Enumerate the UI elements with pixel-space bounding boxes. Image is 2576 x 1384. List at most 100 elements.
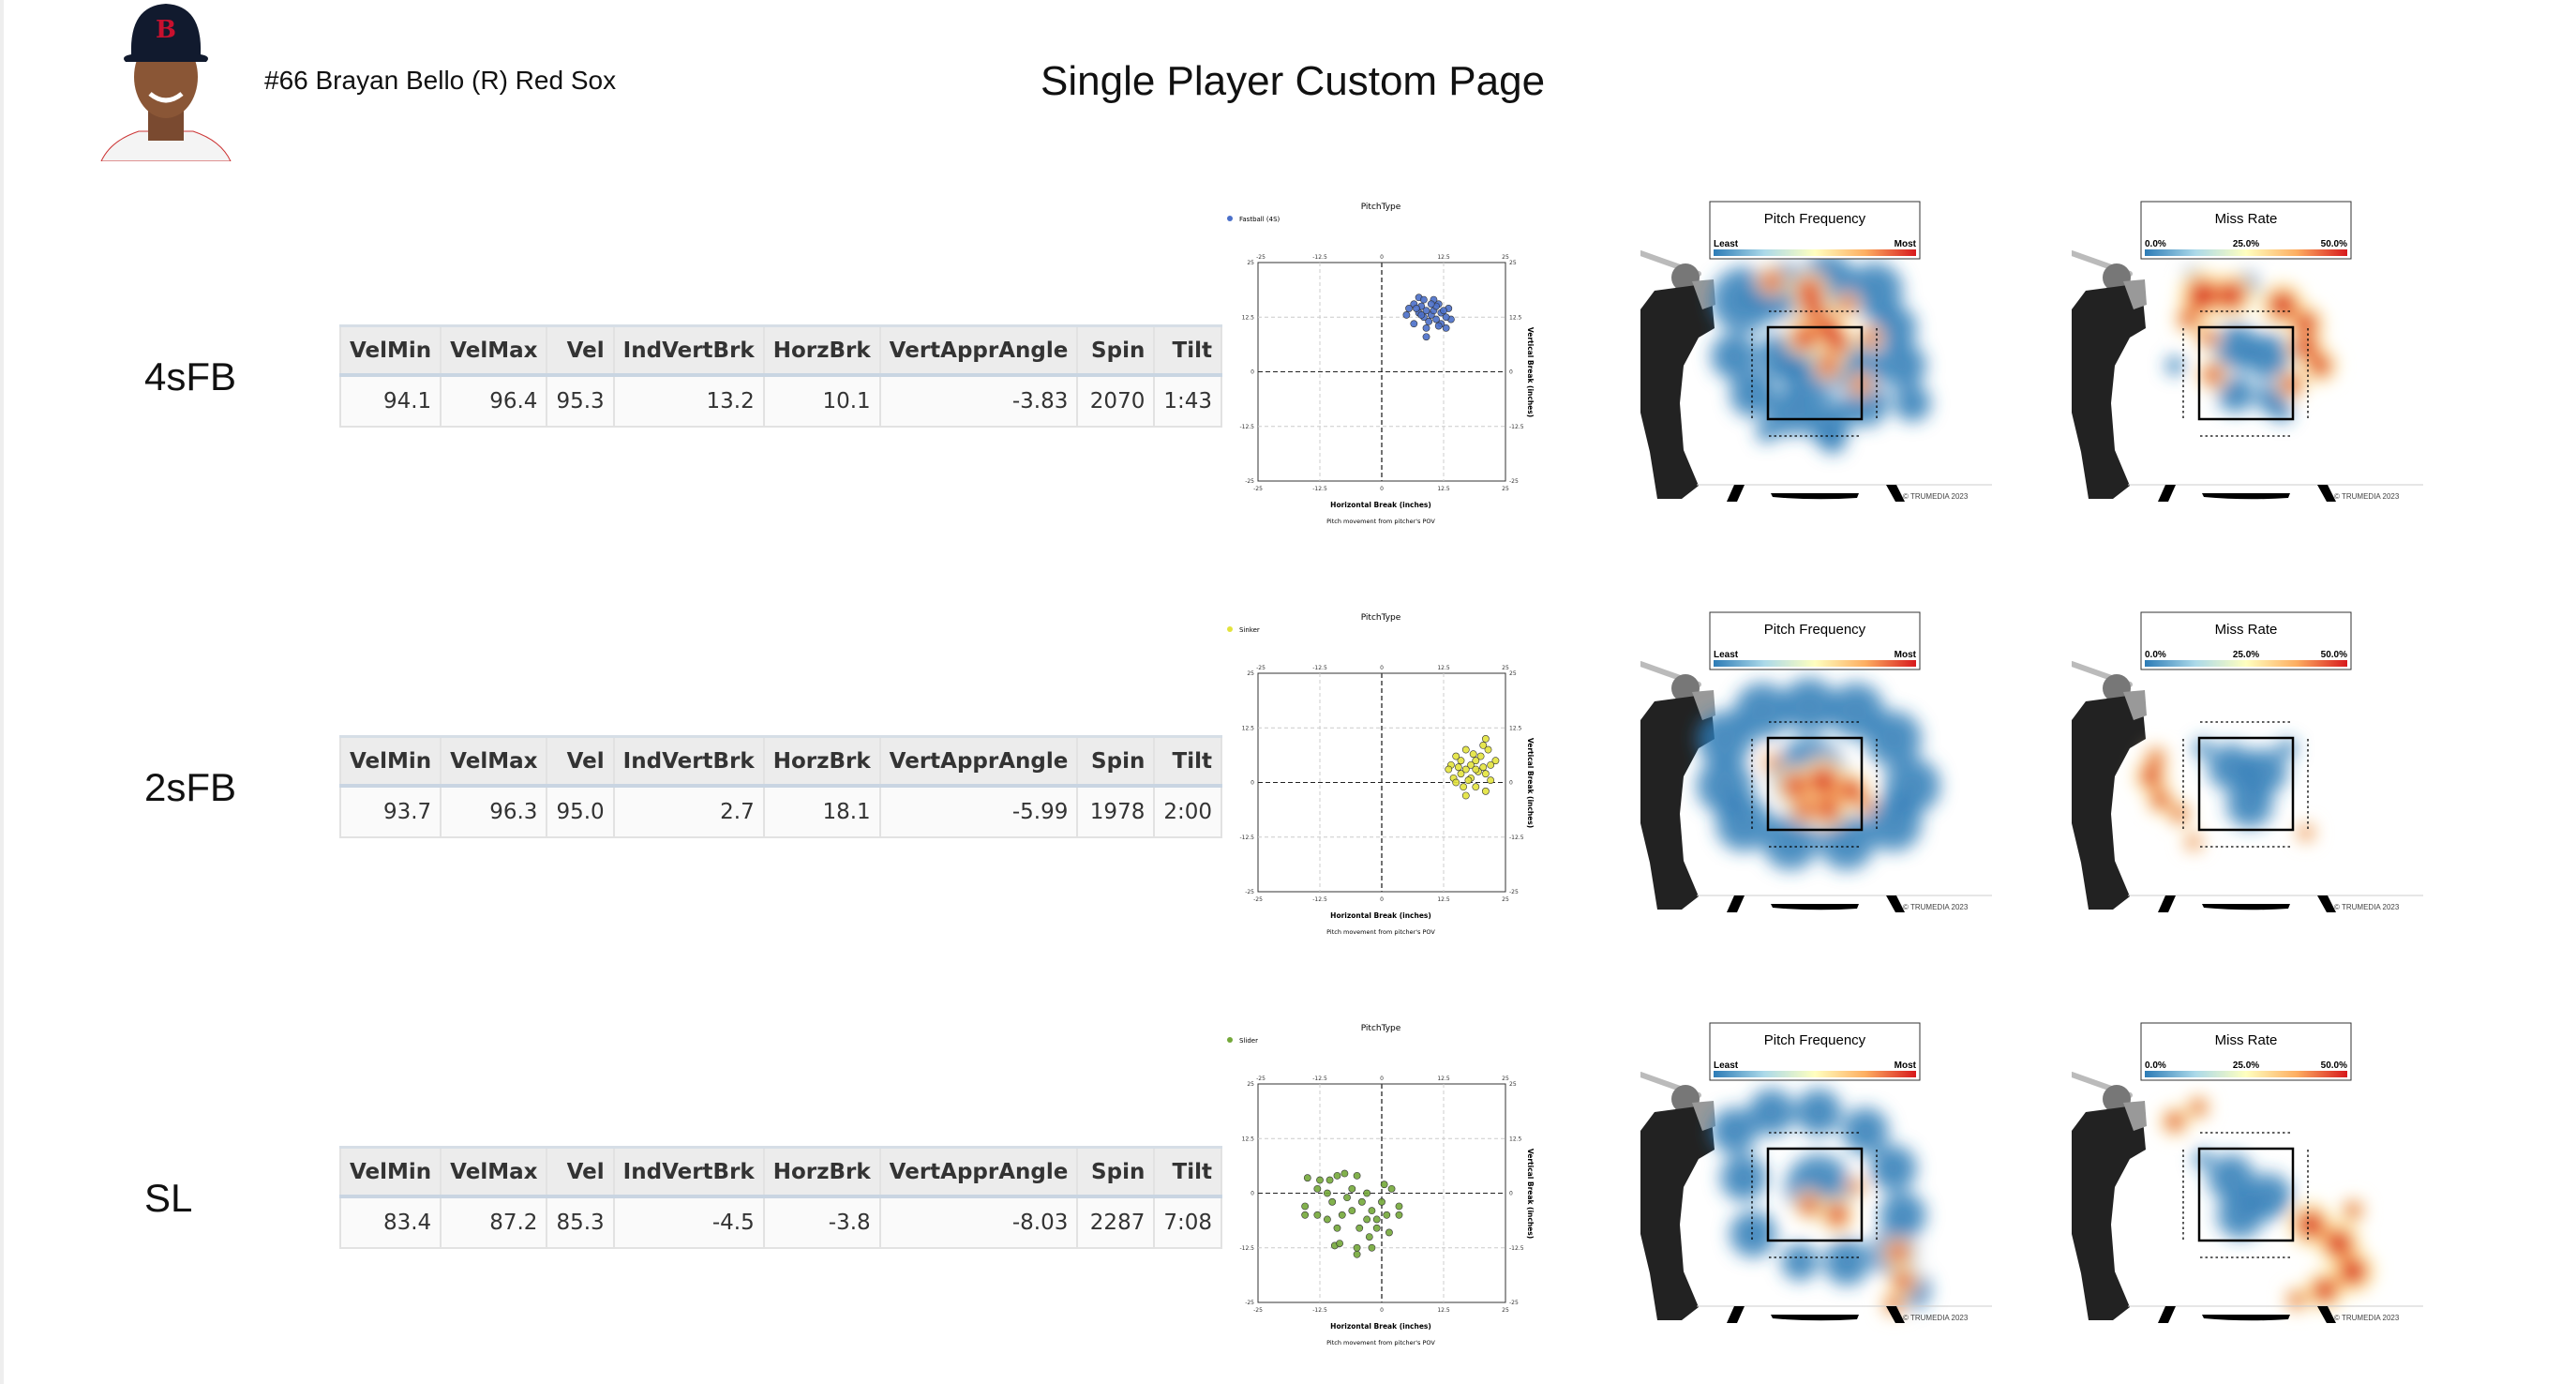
column-header[interactable]: Vel: [546, 735, 615, 788]
heat-density: [2134, 739, 2316, 852]
column-header[interactable]: VertApprAngle: [878, 735, 1079, 788]
column-header[interactable]: IndVertBrk: [612, 1146, 765, 1198]
x-tick-top: -25: [1256, 665, 1266, 671]
color-scale-bar: [1714, 1071, 1916, 1077]
data-point: [1461, 791, 1470, 800]
legend-label[interactable]: Fastball (4S): [1239, 216, 1281, 223]
column-header[interactable]: IndVertBrk: [612, 324, 765, 377]
column-header[interactable]: VelMax: [440, 735, 548, 788]
data-point: [1472, 757, 1480, 765]
data-point: [1380, 1181, 1388, 1189]
column-header[interactable]: Spin: [1076, 1146, 1156, 1198]
x-tick-bottom: -25: [1253, 896, 1263, 903]
data-point: [1461, 765, 1470, 774]
table-cell: 2287: [1076, 1196, 1156, 1249]
data-point: [1440, 307, 1447, 315]
y-tick-right: 12.5: [1509, 314, 1522, 321]
table-cell: 2.7: [612, 785, 765, 838]
column-header[interactable]: Tilt: [1153, 735, 1222, 788]
player-photo: B: [100, 4, 232, 161]
pitch-row: SL VelMin VelMax Vel IndVertBrk HorzBrk VertA…: [0, 821, 2576, 1346]
table-cell: 93.7: [338, 785, 442, 838]
x-tick-bottom: 25: [1502, 1307, 1509, 1314]
column-header[interactable]: Spin: [1076, 735, 1156, 788]
legend-high-label: Most: [1895, 239, 1917, 249]
data-point: [1479, 741, 1488, 749]
batters-box-line: [1727, 1306, 1745, 1323]
data-point: [1425, 318, 1433, 325]
y-tick-left: 0: [1251, 1191, 1254, 1197]
batter-silhouette-icon: [1640, 250, 1715, 499]
y-tick-left: 25: [1247, 670, 1254, 677]
column-header[interactable]: VelMax: [440, 324, 548, 377]
batters-box-line: [1727, 895, 1745, 912]
column-header[interactable]: VelMax: [440, 1146, 548, 1198]
legend-high-label: Most: [1895, 1061, 1917, 1071]
legend-low-label: Least: [1714, 239, 1739, 249]
x-tick-bottom: 0: [1380, 896, 1384, 903]
pitch-stats-table: VelMin VelMax Vel IndVertBrk HorzBrk VertAppr…: [338, 1146, 1222, 1249]
page-title: Single Player Custom Page: [1041, 58, 1546, 104]
data-point: [1464, 776, 1473, 785]
table-cell: 2:00: [1153, 785, 1222, 838]
data-point: [1353, 1250, 1361, 1258]
column-header[interactable]: Vel: [546, 1146, 615, 1198]
data-point: [1333, 1224, 1341, 1232]
home-plate: [1771, 493, 1859, 500]
legend-label[interactable]: Slider: [1239, 1037, 1258, 1045]
player-name: #66 Brayan Bello (R) Red Sox: [264, 66, 617, 95]
table-cell: -4.5: [612, 1196, 765, 1249]
miss-rate-heatmap: © TRUMEDIA 2023 Miss Rate 0.0% 25.0% 50.0%: [2072, 201, 2423, 502]
column-header[interactable]: Tilt: [1153, 324, 1222, 377]
column-header[interactable]: HorzBrk: [762, 1146, 881, 1198]
column-header[interactable]: VertApprAngle: [878, 324, 1079, 377]
chart-title: PitchType: [1361, 613, 1401, 623]
heatmap-title: Miss Rate: [2215, 622, 2278, 638]
table-cell: 18.1: [762, 785, 881, 838]
table-row: 83.4 87.2 85.3 -4.5 -3.8 -8.03 2287 7:08: [338, 1196, 1222, 1249]
table-cell: 95.0: [546, 785, 615, 838]
batters-box-line: [1886, 1306, 1905, 1323]
column-header[interactable]: VelMin: [338, 324, 442, 377]
x-axis-title: Horizontal Break (inches): [1330, 501, 1431, 509]
legend-label[interactable]: Sinker: [1239, 626, 1260, 634]
pitch-stats-table: VelMin VelMax Vel IndVertBrk HorzBrk VertAppr…: [338, 735, 1222, 838]
color-scale-bar: [2145, 249, 2347, 256]
heatmap-legend: [1709, 201, 1921, 260]
copyright-text: © TRUMEDIA 2023: [1903, 903, 1969, 911]
y-axis-title: Vertical Break (inches): [1526, 327, 1535, 417]
data-point: [1387, 1184, 1396, 1193]
copyright-text: © TRUMEDIA 2023: [1903, 1314, 1969, 1322]
home-plate: [2202, 1315, 2290, 1321]
x-tick-top: 25: [1502, 1076, 1509, 1082]
column-header[interactable]: IndVertBrk: [612, 735, 765, 788]
batters-box-line: [2158, 1306, 2176, 1323]
pitch-stats-table: VelMin VelMax Vel IndVertBrk HorzBrk VertAppr…: [338, 324, 1222, 428]
column-header[interactable]: HorzBrk: [762, 735, 881, 788]
column-header[interactable]: VertApprAngle: [878, 1146, 1079, 1198]
data-point: [1472, 765, 1480, 774]
table-cell: 83.4: [338, 1196, 442, 1249]
heatmap-title: Pitch Frequency: [1764, 622, 1866, 638]
column-header[interactable]: Vel: [546, 324, 615, 377]
copyright-text: © TRUMEDIA 2023: [2334, 903, 2400, 911]
y-tick-left: 12.5: [1242, 725, 1255, 731]
x-tick-top: 0: [1380, 1076, 1384, 1082]
data-point: [1328, 1197, 1337, 1206]
pitch-type-label: 2sFB: [144, 765, 237, 809]
y-tick-right: 25: [1509, 260, 1517, 266]
column-header[interactable]: Tilt: [1153, 1146, 1222, 1198]
batters-box-line: [2317, 1306, 2336, 1323]
heat-density: [1711, 1089, 1931, 1316]
column-header[interactable]: Spin: [1076, 324, 1156, 377]
x-tick-bottom: -25: [1253, 1307, 1263, 1314]
data-point: [1368, 1207, 1376, 1215]
y-tick-left: 12.5: [1242, 1136, 1255, 1142]
strike-zone: [1766, 325, 1864, 421]
table-cell: 96.4: [440, 374, 548, 428]
column-header[interactable]: VelMin: [338, 735, 442, 788]
column-header[interactable]: VelMin: [338, 1146, 442, 1198]
column-header[interactable]: HorzBrk: [762, 324, 881, 377]
